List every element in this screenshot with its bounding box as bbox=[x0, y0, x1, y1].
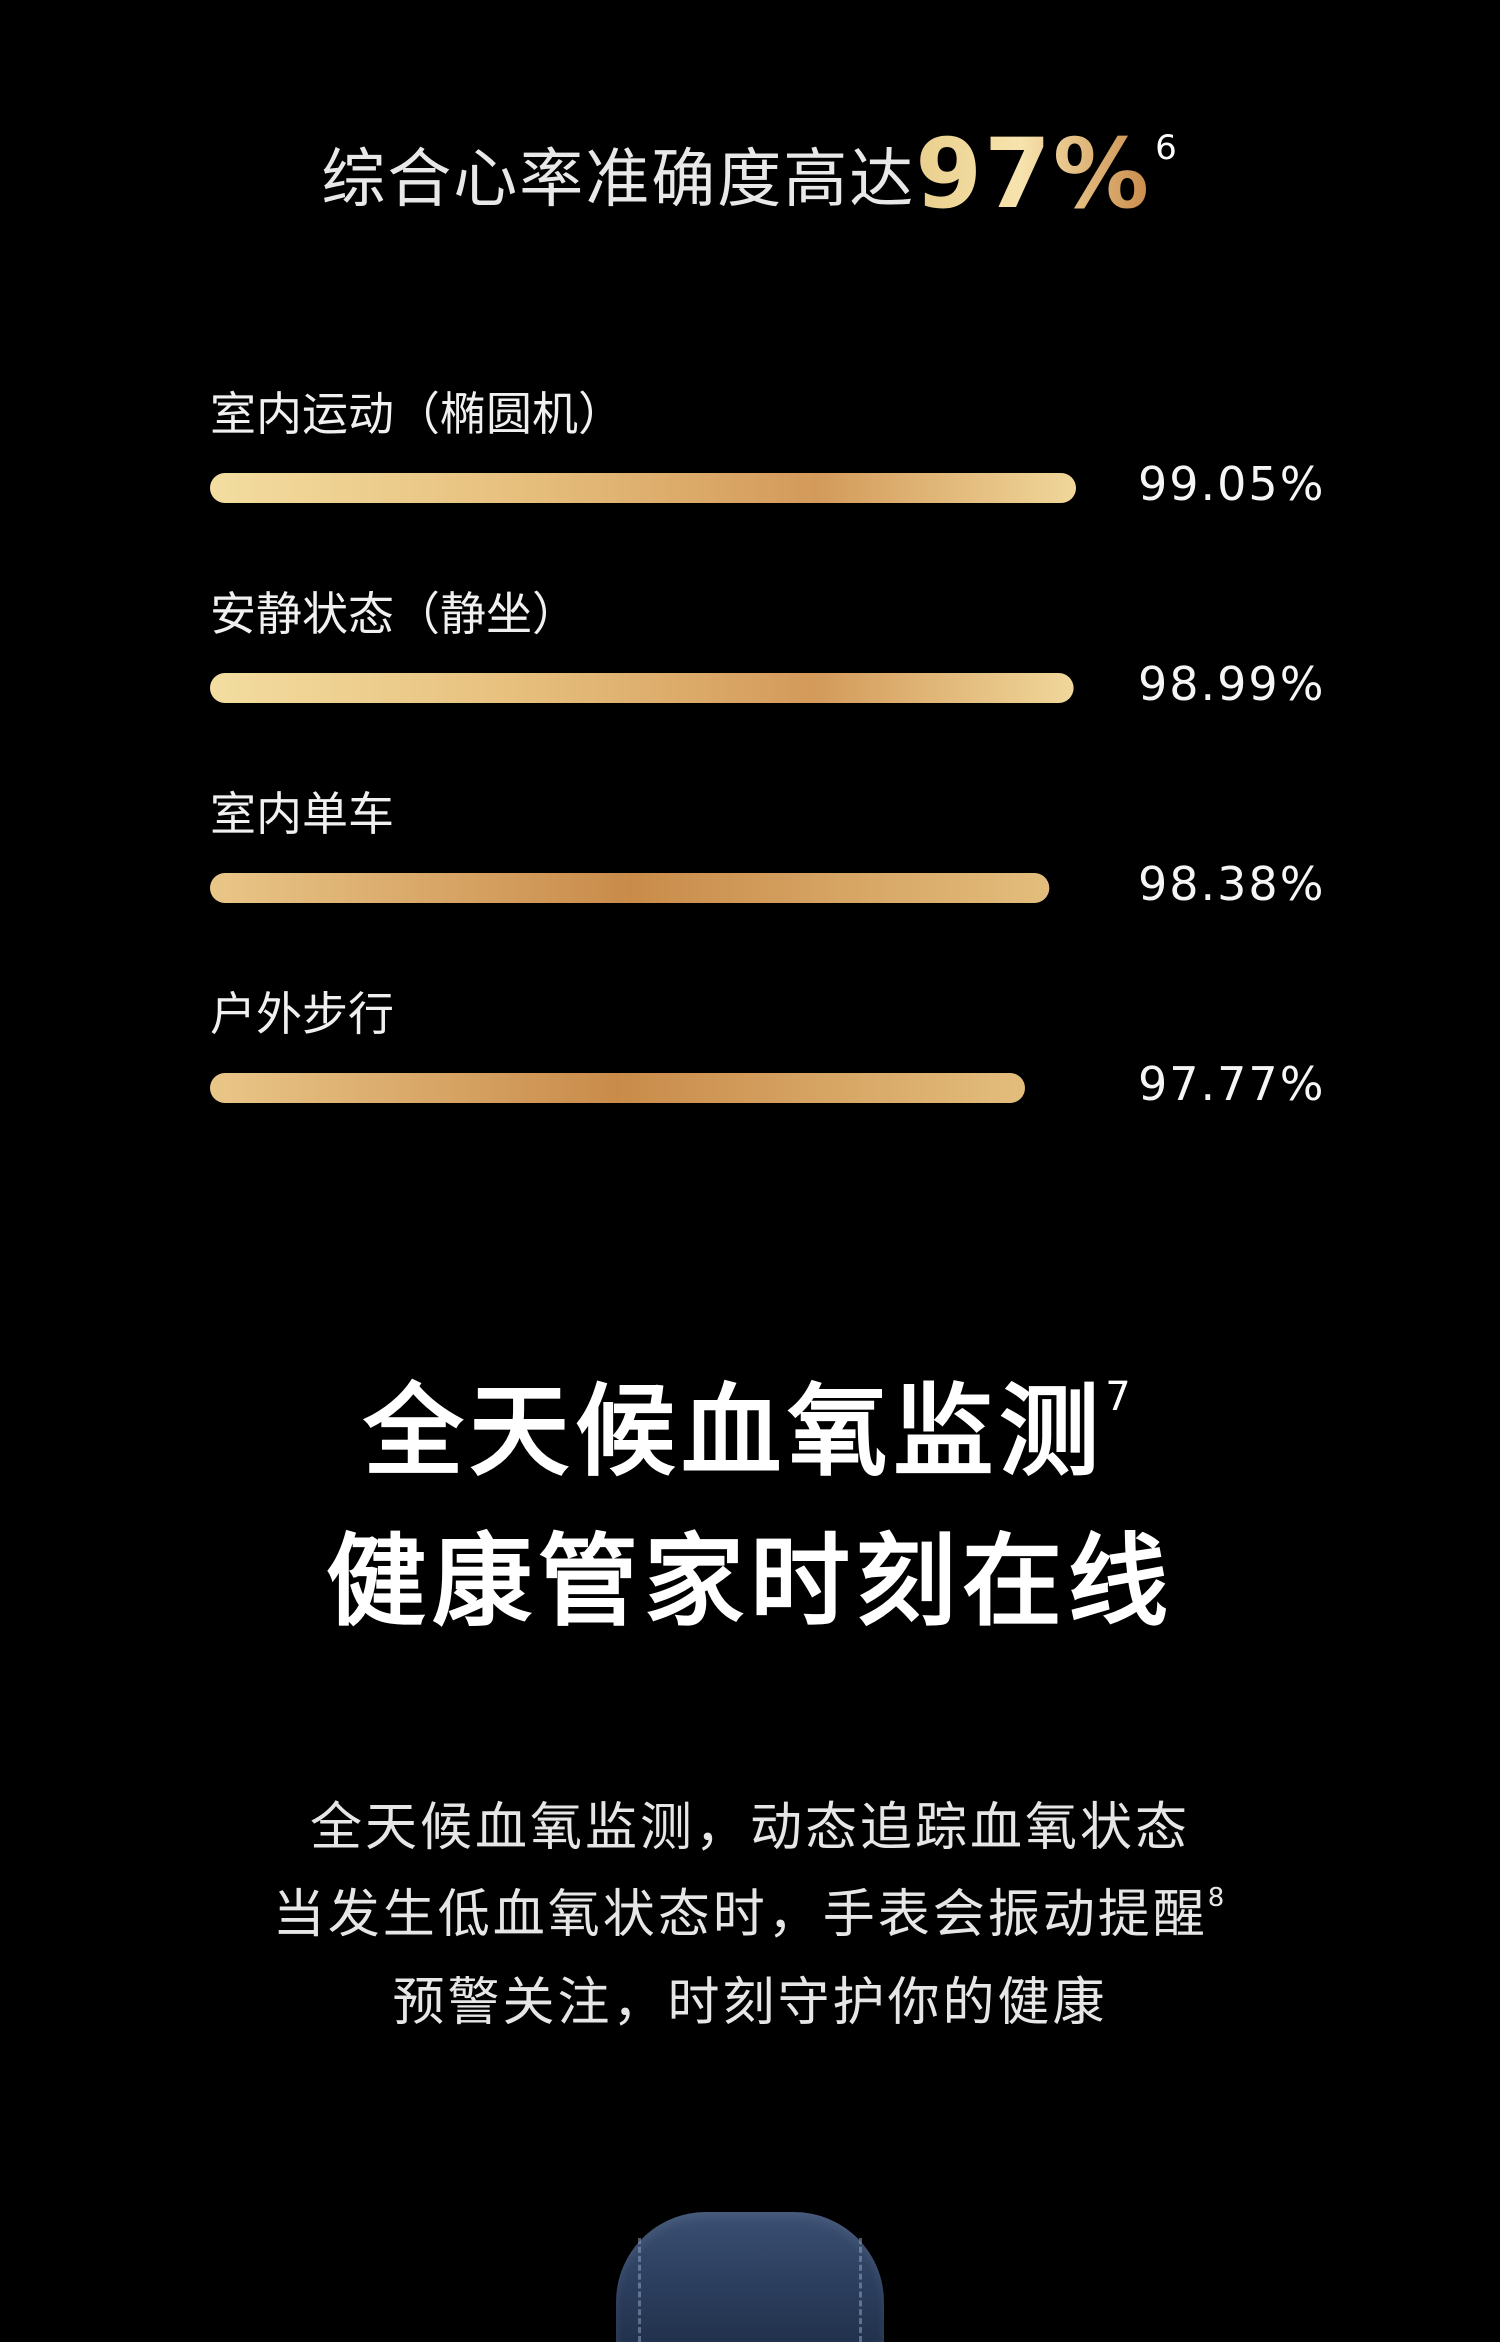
heart-rate-accuracy-chart: 室内运动（椭圆机） 99.05% 安静状态（静坐） 98.99% 室内单车 98.38% 户… bbox=[210, 387, 1325, 1111]
accuracy-headline: 综合心率准确度高达97% 6 bbox=[0, 118, 1500, 230]
accuracy-bar bbox=[210, 673, 1074, 703]
bar-label: 安静状态（静坐） bbox=[210, 587, 578, 641]
bar-value-label: 99.05% bbox=[1138, 457, 1325, 511]
bar-label: 户外步行 bbox=[210, 987, 394, 1041]
description-line-1: 全天候血氧监测，动态追踪血氧状态 bbox=[309, 1798, 1190, 1858]
headline-percentage: 97% bbox=[915, 118, 1152, 230]
bar-value-label: 97.77% bbox=[1138, 1057, 1325, 1111]
description-line-2-text: 当发生低血氧状态时，手表会振动提醒 bbox=[272, 1885, 1208, 1945]
title-line-1-text: 全天候血氧监测 bbox=[363, 1373, 1106, 1490]
section-title-line-2: 健康管家时刻在线 bbox=[326, 1523, 1174, 1640]
headline-text: 综合心率准确度高达 bbox=[321, 143, 916, 217]
section-title-line-1: 全天候血氧监测7 bbox=[0, 1350, 1500, 1495]
footnote-marker: 6 bbox=[1155, 128, 1179, 168]
description-line-3: 预警关注，时刻守护你的健康 bbox=[392, 1973, 1108, 2033]
accuracy-bar bbox=[210, 1073, 1025, 1103]
description-line-2: 当发生低血氧状态时，手表会振动提醒8 bbox=[0, 1872, 1500, 1947]
title-footnote-marker: 7 bbox=[1105, 1374, 1137, 1420]
bar-label: 室内单车 bbox=[210, 787, 394, 841]
bar-value-label: 98.38% bbox=[1138, 857, 1325, 911]
bar-value-label: 98.99% bbox=[1138, 657, 1325, 711]
watch-strap-image bbox=[616, 2212, 884, 2342]
accuracy-bar bbox=[210, 873, 1050, 903]
description-footnote-marker: 8 bbox=[1207, 1883, 1228, 1913]
bar-label: 室内运动（椭圆机） bbox=[210, 387, 624, 441]
accuracy-bar bbox=[210, 473, 1076, 503]
